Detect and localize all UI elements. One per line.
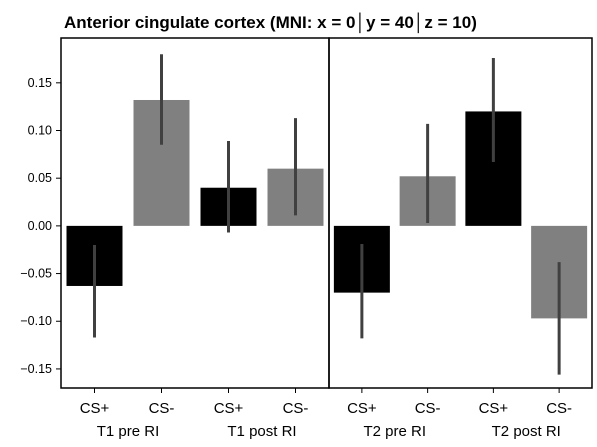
x-tick-label: CS- bbox=[283, 400, 309, 417]
group-label: T2 post RI bbox=[492, 423, 561, 440]
group-label: T1 post RI bbox=[227, 423, 296, 440]
group-label: T1 pre RI bbox=[97, 423, 160, 440]
x-tick-label: CS- bbox=[415, 400, 441, 417]
y-tick-label: 0.10 bbox=[28, 124, 52, 138]
y-tick-label: 0.00 bbox=[28, 219, 52, 233]
group-label: T2 pre RI bbox=[363, 423, 426, 440]
x-tick-label: CS+ bbox=[80, 400, 110, 417]
x-tick-label: CS+ bbox=[479, 400, 509, 417]
axis-labels: 0.15 0.10 0.05 0.00 −0.05 −0.10 −0.15 CS+ CS- T1 … bbox=[20, 76, 572, 440]
axes bbox=[56, 37, 593, 393]
bars bbox=[66, 99, 588, 319]
x-tick-label: CS- bbox=[149, 400, 175, 417]
x-tick-label: CS+ bbox=[214, 400, 244, 417]
y-tick-label: −0.15 bbox=[20, 362, 52, 376]
error-bars bbox=[93, 54, 561, 375]
x-tick-label: CS+ bbox=[347, 400, 377, 417]
y-tick-label: 0.05 bbox=[28, 171, 52, 185]
y-tick-label: −0.10 bbox=[20, 314, 52, 328]
x-tick-label: CS- bbox=[546, 400, 572, 417]
y-tick-label: −0.05 bbox=[20, 267, 52, 281]
y-tick-label: 0.15 bbox=[28, 76, 52, 90]
panel-frame bbox=[328, 37, 593, 389]
chart-title: Anterior cingulate cortex (MNI: x = 0│y … bbox=[64, 12, 477, 34]
